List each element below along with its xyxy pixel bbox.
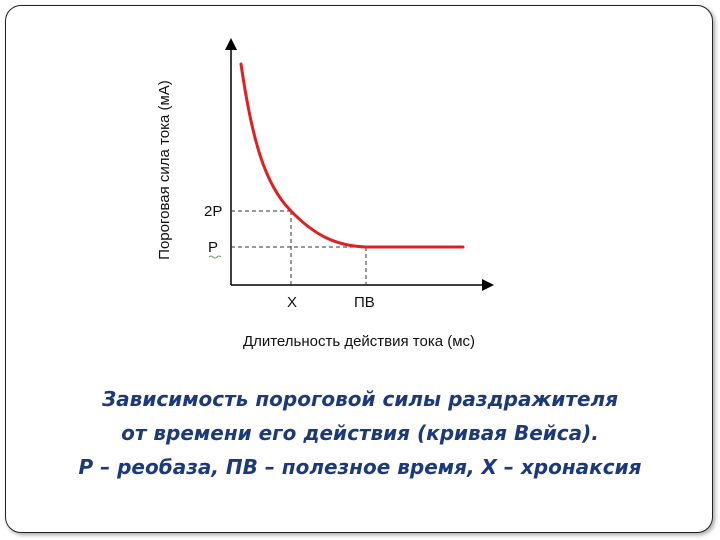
caption-line-3: Р – реобаза, ПВ – полезное время, Х – хр… bbox=[78, 455, 642, 479]
weiss-curve bbox=[239, 62, 465, 249]
x-tick-pv: ПВ bbox=[354, 294, 375, 311]
p-underline-squiggle bbox=[208, 255, 222, 259]
caption-line-1: Зависимость пороговой силы раздражителя bbox=[101, 387, 619, 411]
caption-line-2: от времени его действия (кривая Вейса). bbox=[121, 421, 599, 445]
caption: Зависимость пороговой силы раздражителя … bbox=[20, 382, 700, 484]
x-axis-label: Длительность действия тока (мс) bbox=[243, 333, 475, 350]
y-tick-p: P bbox=[208, 239, 218, 256]
y-axis-label: Пороговая сила тока (мА) bbox=[156, 80, 173, 260]
y-tick-2p: 2P bbox=[204, 203, 222, 220]
x-tick-x: X bbox=[287, 294, 297, 311]
slide-frame bbox=[5, 5, 713, 533]
